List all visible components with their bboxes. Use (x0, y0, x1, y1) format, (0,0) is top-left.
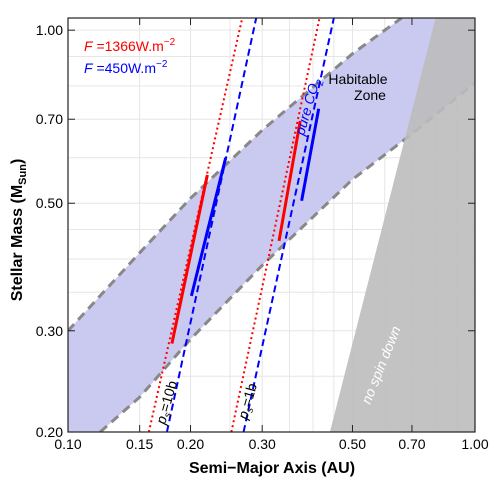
y-tick-label: 1.00 (36, 22, 63, 38)
ps10-label: ps=10b (152, 379, 183, 428)
legend: F =1366W.m−2 F =450W.m−2 (84, 37, 176, 76)
habitable-zone-label-line2: Zone (354, 87, 386, 103)
y-axis-label-main: Stellar Mass (M (9, 185, 26, 301)
series-line-2 (230, 18, 321, 432)
legend-450-text: =450W.m (93, 60, 156, 76)
habitable-zone-inner-edge (68, 18, 403, 332)
y-tick-label: 0.70 (36, 111, 63, 127)
ps1-label: ps=1b (234, 381, 263, 423)
no-spin-down-region (329, 18, 475, 432)
x-tick-label: 0.20 (177, 436, 204, 452)
legend-450-exp: −2 (156, 59, 168, 70)
x-tick-label: 0.10 (54, 436, 81, 452)
legend-entry-1366: F =1366W.m−2 (84, 37, 176, 54)
y-tick-label: 0.30 (36, 323, 63, 339)
x-tick-label: 0.70 (398, 436, 425, 452)
y-axis-label-sub: Sun (17, 164, 29, 185)
series-line-4 (170, 174, 209, 344)
series-line-7 (300, 108, 321, 202)
series-line-5 (189, 157, 228, 297)
ps1-sub: s (244, 406, 256, 414)
axis-ticks: 0.10 0.15 0.20 0.30 0.50 0.70 1.00 0.20 0.30 0.50… (36, 18, 489, 452)
ps1-rest: =1b (238, 381, 260, 408)
legend-450-prefix: F (84, 60, 94, 76)
y-tick-label: 0.20 (36, 424, 63, 440)
series-line-1 (165, 18, 258, 432)
ps10-sub: s (162, 411, 174, 419)
x-tick-label: 0.15 (126, 436, 153, 452)
x-tick-label: 0.50 (339, 436, 366, 452)
no-spin-down-layer (329, 18, 475, 432)
legend-entry-450: F =450W.m−2 (84, 59, 168, 76)
x-tick-label: 1.00 (461, 436, 488, 452)
legend-1366-prefix: F (84, 38, 94, 54)
series-line-6 (277, 120, 302, 242)
x-axis-label: Semi−Major Axis (AU) (189, 460, 355, 477)
habitable-zone-band (68, 18, 475, 432)
legend-1366-exp: −2 (164, 37, 176, 48)
y-tick-label: 0.50 (36, 195, 63, 211)
legend-1366-text: =1366W.m (93, 38, 164, 54)
y-axis-label-end: ) (9, 159, 26, 164)
series-line-3 (242, 18, 335, 432)
habitable-zone-outer-edge (99, 81, 475, 432)
pure-co2-subscript: 2 (314, 78, 327, 88)
habitable-zone-label-line1: Habitable (328, 71, 387, 87)
series-line-0 (147, 18, 244, 432)
x-tick-label: 0.30 (249, 436, 276, 452)
series-lines-layer (147, 18, 335, 432)
plot-frame (67, 17, 476, 433)
y-axis-label: Stellar Mass (MSun) (9, 159, 29, 302)
habitable-zone-layer (68, 18, 475, 432)
